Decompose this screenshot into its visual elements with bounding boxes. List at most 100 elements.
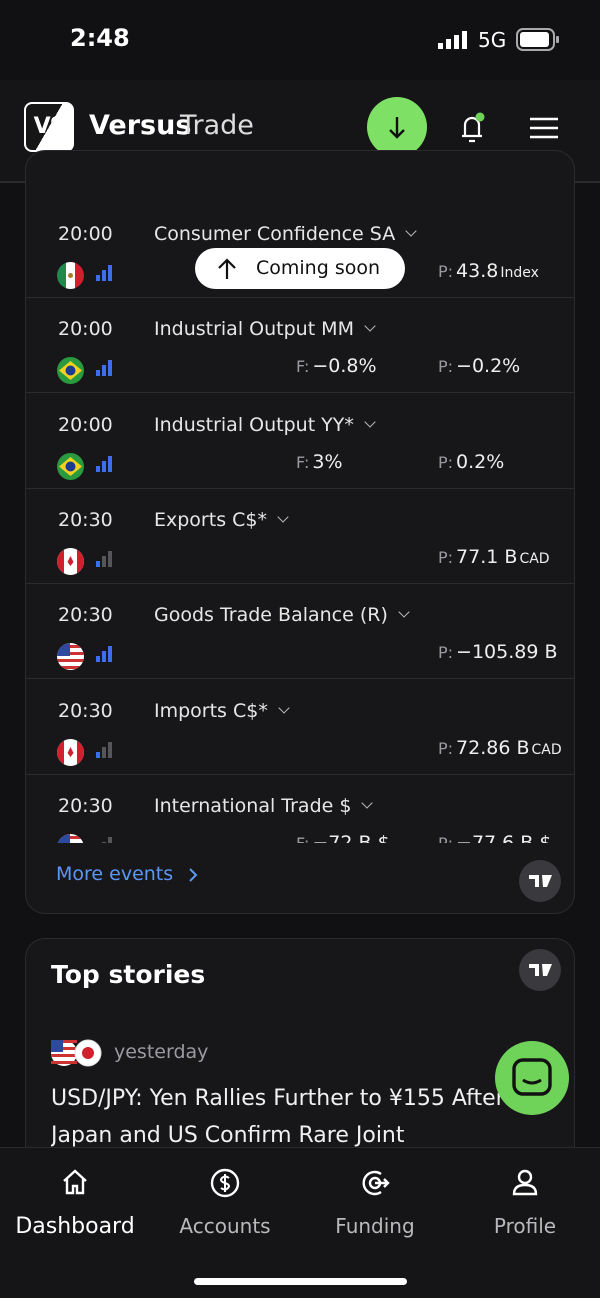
menu-button[interactable] xyxy=(528,115,560,141)
importance-icon xyxy=(96,644,114,663)
event-row[interactable]: 20:00 Industrial Output YY* F: 3% P: 0.2% xyxy=(26,394,574,489)
event-row[interactable]: 20:00 Industrial Output MM F: −0.8% P: −0.2% xyxy=(26,298,574,394)
event-row[interactable]: 20:30 Exports C$* P: 77.1 B CAD xyxy=(26,489,574,584)
home-indicator xyxy=(194,1278,407,1285)
value-label: P: xyxy=(438,834,453,843)
value-unit: CAD xyxy=(531,741,562,758)
event-time: 20:00 xyxy=(58,318,113,341)
event-time: 20:30 xyxy=(58,604,113,627)
importance-icon xyxy=(96,835,114,843)
chat-button[interactable] xyxy=(494,1040,570,1116)
value-text: −0.8% xyxy=(312,355,377,378)
value-text: 72.86 B xyxy=(456,736,530,759)
event-title: Imports C$* xyxy=(154,700,288,722)
event-time: 20:30 xyxy=(58,794,113,817)
value-label: P: xyxy=(438,452,454,472)
flag-icon xyxy=(57,452,84,480)
previous-value: P: −0.2% xyxy=(438,355,520,377)
nav-icon xyxy=(63,1169,87,1195)
bottom-nav xyxy=(0,1147,600,1298)
event-title: Goods Trade Balance (R) xyxy=(154,604,408,626)
nav-icon xyxy=(512,1169,538,1196)
forecast-value: F: −0.8% xyxy=(296,355,377,377)
value-text: −72 B $ xyxy=(312,831,390,843)
country-flag xyxy=(57,357,84,385)
previous-value: P: 0.2% xyxy=(438,451,504,473)
country-flag xyxy=(57,738,84,766)
nav-label: Dashboard xyxy=(15,1214,135,1239)
event-row[interactable]: 20:30 International Trade $ F:−72 B $ P:−77… xyxy=(26,775,574,843)
nav-label: Profile xyxy=(493,1214,557,1238)
importance-icon xyxy=(96,454,114,472)
battery-icon xyxy=(516,28,559,51)
event-row[interactable]: 20:30 Goods Trade Balance (R) P: −105.89 B xyxy=(26,584,574,680)
event-row[interactable]: 20:30 Imports C$* P: 72.86 B CAD xyxy=(26,680,574,775)
value-text: −0.2% xyxy=(456,355,521,378)
tradingview-badge[interactable] xyxy=(518,860,562,902)
event-time: 20:30 xyxy=(58,508,113,531)
value-text: 43.8 xyxy=(456,260,499,282)
spacer xyxy=(0,185,600,186)
event-title: Consumer Confidence SA xyxy=(154,223,415,245)
nav-label: Funding xyxy=(335,1214,415,1238)
value-label: P: xyxy=(438,547,454,567)
brand-suffix: Trade xyxy=(180,110,254,141)
value-text: −105.89 B xyxy=(456,641,558,664)
forecast-value: F:−72 B $ xyxy=(296,832,390,843)
status-time: 2:48 xyxy=(70,24,130,52)
signal-icon xyxy=(438,31,467,49)
importance-icon xyxy=(96,263,114,281)
flag-icon xyxy=(57,833,84,843)
chevron-icon xyxy=(189,868,198,882)
bars-icon xyxy=(96,360,112,377)
importance-icon xyxy=(96,549,114,567)
bars-icon xyxy=(96,455,112,472)
bars-icon xyxy=(96,550,112,567)
value-label: P: xyxy=(438,357,454,377)
previous-value: P: 43.8 Index xyxy=(438,260,539,282)
download-button[interactable] xyxy=(366,96,428,158)
event-row[interactable]: 20:00 Consumer Confidence SA P: 43.8 Index xyxy=(26,203,574,298)
story-headline[interactable]: USD/JPY: Yen Rallies Further to ¥155 Aft… xyxy=(51,1086,505,1147)
value-label: P: xyxy=(438,262,454,281)
value-label: F: xyxy=(296,452,310,472)
section-title: Top stories xyxy=(51,960,206,989)
event-title: Industrial Output MM xyxy=(154,318,374,340)
value-label: F: xyxy=(296,834,309,843)
value-label: P: xyxy=(438,738,454,758)
flag-icon xyxy=(57,643,84,671)
event-title: Exports C$* xyxy=(154,509,287,531)
value-unit: Index xyxy=(500,265,539,281)
arrow-up-icon xyxy=(218,258,236,279)
network-label: 5G xyxy=(478,28,507,52)
flag-icon xyxy=(57,262,84,289)
bars-icon xyxy=(96,265,112,281)
notification-button[interactable] xyxy=(455,110,489,146)
value-text: 77.1 B xyxy=(456,545,518,568)
logo[interactable]: VS xyxy=(24,102,74,152)
nav-icon xyxy=(362,1170,390,1196)
pair-flags xyxy=(51,1039,102,1067)
story-time: yesterday xyxy=(114,1041,209,1063)
tradingview-badge[interactable] xyxy=(518,949,562,991)
previous-value: P: 77.1 B CAD xyxy=(438,546,550,568)
nav-icon xyxy=(210,1168,240,1198)
toast-text: Coming soon xyxy=(256,257,381,279)
importance-icon xyxy=(96,740,114,758)
brand-name: Versus xyxy=(89,110,192,141)
flag-icon xyxy=(57,738,84,766)
value-text: 3% xyxy=(312,450,343,473)
value-text: 0.2% xyxy=(456,450,505,473)
flag-icon xyxy=(57,357,84,385)
previous-value: P: 72.86 B CAD xyxy=(438,737,562,759)
event-time: 20:30 xyxy=(58,699,113,722)
more-events-link[interactable]: More events xyxy=(56,863,174,885)
bars-icon xyxy=(96,646,112,663)
country-flag xyxy=(57,262,84,289)
event-title: International Trade $ xyxy=(154,795,371,817)
flag-icon xyxy=(57,547,84,575)
event-time: 20:00 xyxy=(58,413,113,436)
country-flag xyxy=(57,547,84,575)
value-label: P: xyxy=(438,643,454,663)
coming-soon-toast[interactable]: Coming soon xyxy=(195,248,405,289)
